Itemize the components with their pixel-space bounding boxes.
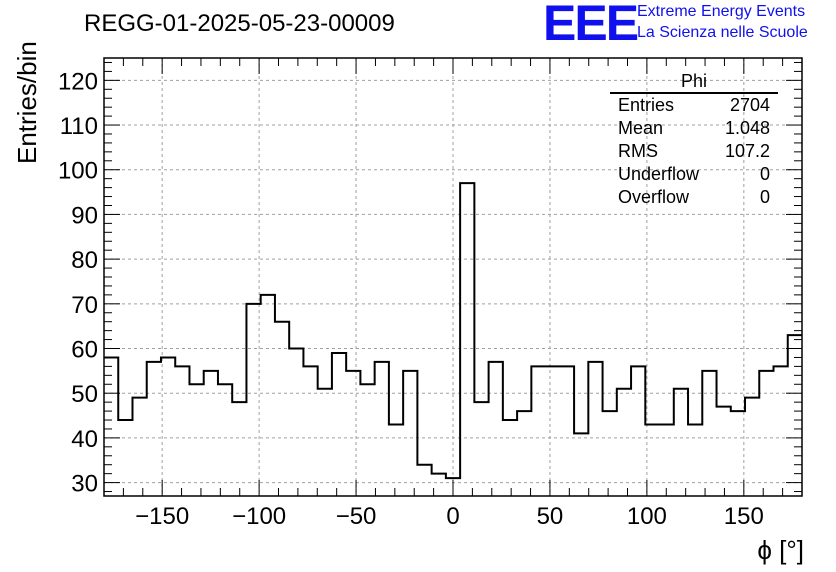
histogram-bin [759,371,773,496]
x-tick-label: −100 [232,503,286,530]
histogram-bin [232,402,246,496]
histogram-bin [688,424,702,496]
y-tick-label: 40 [71,426,98,453]
histogram-bin [517,411,531,496]
stats-value: 1.048 [724,118,770,138]
histogram-bin [332,353,346,496]
histogram-bin [246,304,260,496]
y-tick-label: 90 [71,202,98,229]
x-tick-label: 0 [446,503,459,530]
histogram-bin [204,371,218,496]
histogram-bin [289,349,303,496]
tick-labels: −150 −100 −50 0 50 100 150 30 40 50 60 70 80 90 100 110… [58,68,764,530]
stats-row-underflow: Underflow 0 [610,163,778,186]
histogram-bin [702,371,716,496]
y-tick-label: 120 [58,68,98,95]
stats-value: 0 [759,187,770,207]
histogram-bin [560,366,574,496]
y-tick-label: 100 [58,158,98,185]
histogram-bins [104,182,802,496]
histogram-bin [346,371,360,496]
histogram-bin [175,366,189,496]
histogram-bin [417,465,431,496]
x-axis-label: ϕ [°] [757,535,804,565]
brand-line-1: Extreme Energy Events [637,3,806,20]
stats-row-entries: Entries 2704 [610,94,778,117]
stats-label: Overflow [618,187,690,207]
histogram-bin [588,362,602,496]
y-tick-label: 80 [71,247,98,274]
histogram-bin [660,424,674,496]
stats-value: 2704 [729,95,770,115]
x-tick-label: −50 [336,503,377,530]
histogram-bin [546,366,560,496]
stats-row-mean: Mean 1.048 [610,117,778,140]
histogram-bin [503,420,517,496]
histogram-bin [303,366,317,496]
histogram-bin [731,411,745,496]
stats-label: Mean [618,118,664,138]
histogram-bin [788,335,802,496]
histogram-bin [261,295,275,496]
histogram-bin [161,357,175,496]
brand-line-2: La Scienza nelle Scuole [637,24,808,41]
histogram-bin [189,384,203,496]
stats-title: Phi [610,70,778,94]
y-tick-label: 60 [71,337,98,364]
histogram-bin [645,424,659,496]
histogram-bin [717,407,731,496]
histogram-bin [360,384,374,496]
stats-value: 107.2 [724,141,770,161]
histogram-bin [432,474,446,496]
histogram-bin [489,362,503,496]
eee-logo: EEE [543,0,639,51]
histogram-bin [631,366,645,496]
y-tick-label: 30 [71,471,98,498]
histogram-bin [375,362,389,496]
x-tick-label: −150 [135,503,189,530]
y-tick-label: 50 [71,381,98,408]
histogram-bin [118,420,132,496]
stats-label: Entries [618,95,675,115]
histogram-bin [389,424,403,496]
y-tick-label: 70 [71,292,98,319]
histogram-bin [674,389,688,496]
histogram-bin [474,402,488,496]
stats-label: Underflow [618,164,700,184]
histogram-bin [460,183,474,496]
histogram-bin [147,362,161,496]
histogram-bin [774,366,788,496]
histogram-bin [132,398,146,496]
stats-value: 0 [759,164,770,184]
histogram-outline [104,182,802,480]
histogram-bin [531,366,545,496]
histogram-bin [403,371,417,496]
y-axis-label: Entries/bin [12,41,42,164]
x-tick-label: 50 [537,503,564,530]
ticks [103,58,803,496]
histogram-bin [218,384,232,496]
stats-box: Phi Entries 2704 Mean 1.048 RMS 107.2 Un… [610,70,778,209]
stats-row-overflow: Overflow 0 [610,186,778,209]
stats-label: RMS [618,141,658,161]
stats-row-rms: RMS 107.2 [610,140,778,163]
histogram-bin [446,478,460,496]
histogram-bin [745,398,759,496]
histogram-bin [617,389,631,496]
y-tick-label: 110 [60,113,98,140]
x-tick-label: 150 [724,503,764,530]
histogram-bin [275,322,289,496]
x-tick-label: 100 [627,503,667,530]
histogram-bin [574,433,588,496]
histogram-bin [318,389,332,496]
chart-title: REGG-01-2025-05-23-00009 [84,10,395,37]
histogram-bin [603,411,617,496]
histogram-bin [104,357,118,496]
